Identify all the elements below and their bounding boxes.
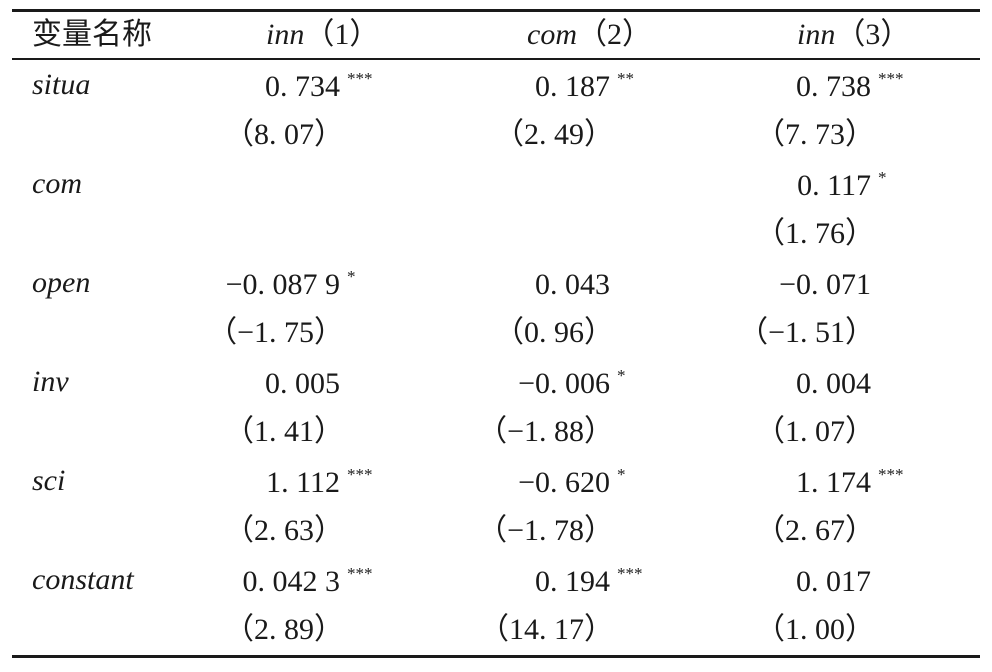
t-statistic: （0. 96） [494,316,614,349]
coefficient-value: 1. 174 [796,466,871,499]
header-col-2-name: com [527,18,577,51]
header-col-3-number: （3） [835,18,911,51]
t-statistic: （7. 73） [755,118,875,151]
coefficient-value: 0. 187 [535,70,610,103]
bottom-rule [12,655,980,658]
coefficient-value: −0. 071 [779,268,871,301]
significance-stars: * [878,168,887,187]
t-statistic: （2. 67） [755,514,875,547]
t-statistic: （−1. 51） [738,316,875,349]
t-statistic: （2. 63） [224,514,344,547]
significance-stars: *** [347,69,373,88]
top-rule [12,9,980,12]
t-statistic: （−1. 78） [477,514,614,547]
header-col-2-number: （2） [576,18,652,51]
significance-stars: ** [617,69,634,88]
header-rule [12,58,980,60]
coefficient-value: 0. 043 [535,268,610,301]
coefficient-value: 0. 734 [265,70,340,103]
coefficient-value: 0. 004 [796,367,871,400]
significance-stars: * [617,366,626,385]
header-col-1-number: （1） [304,18,380,51]
t-statistic: （1. 07） [755,415,875,448]
coefficient-value: 0. 194 [535,565,610,598]
t-statistic: （14. 17） [479,613,614,646]
t-statistic: （1. 00） [755,613,875,646]
t-statistic: （2. 89） [224,613,344,646]
t-statistic: （1. 41） [224,415,344,448]
coefficient-value: 1. 112 [266,466,340,499]
coefficient-value: 0. 042 3 [242,565,341,598]
coefficient-value: 0. 117 [797,169,871,202]
t-statistic: （2. 49） [494,118,614,151]
coefficient-value: 0. 017 [796,565,871,598]
variable-name: open [32,266,91,299]
significance-stars: *** [878,465,904,484]
variable-name: situa [32,68,91,101]
coefficient-value: 0. 005 [265,367,340,400]
significance-stars: *** [347,465,373,484]
t-statistic: （8. 07） [224,118,344,151]
variable-name: com [32,167,82,200]
significance-stars: *** [617,564,643,583]
variable-name: inv [32,365,69,398]
significance-stars: *** [878,69,904,88]
header-col-3-name: inn [797,18,836,51]
header-col-2: com（2） [527,18,652,52]
header-col-1: inn（1） [266,18,379,52]
variable-name: constant [32,563,134,596]
coefficient-value: −0. 087 9 [225,268,340,301]
header-col-3: inn（3） [797,18,910,52]
variable-name: sci [32,464,66,497]
coefficient-value: −0. 620 [518,466,610,499]
t-statistic: （1. 76） [755,217,875,250]
coefficient-value: −0. 006 [518,367,610,400]
significance-stars: * [617,465,626,484]
coefficient-value: 0. 738 [796,70,871,103]
t-statistic: （−1. 75） [207,316,344,349]
header-variable-name: 变量名称 [32,17,152,52]
t-statistic: （−1. 88） [477,415,614,448]
significance-stars: *** [347,564,373,583]
significance-stars: * [347,267,356,286]
header-col-1-name: inn [266,18,305,51]
